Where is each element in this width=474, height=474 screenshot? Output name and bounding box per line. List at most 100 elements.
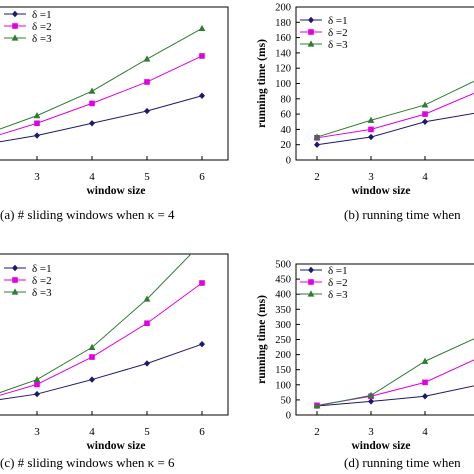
x-tick-label: 3 <box>34 171 40 183</box>
y-tick-label: 200 <box>275 350 291 361</box>
data-point <box>143 295 151 302</box>
x-tick-label: 2 <box>314 426 320 438</box>
legend-label: δ =2 <box>32 21 52 33</box>
legend-marker <box>12 264 18 272</box>
legend-label: δ =1 <box>32 9 52 21</box>
data-point <box>34 120 40 127</box>
legend: δ =1δ =2δ =3 <box>4 263 52 299</box>
x-tick-label: 5 <box>144 171 150 183</box>
data-point <box>34 132 40 139</box>
data-point <box>199 280 205 286</box>
x-axis-label: window size <box>351 185 410 197</box>
x-tick-label: 3 <box>368 426 374 438</box>
legend-label: δ =2 <box>32 275 52 287</box>
legend-marker <box>308 16 314 24</box>
data-point <box>199 340 205 348</box>
legend-label: δ =2 <box>328 277 348 289</box>
legend-marker <box>307 40 315 47</box>
x-tick-label: 4 <box>422 171 428 183</box>
y-tick-label: 50 <box>281 395 292 406</box>
series-line <box>0 282 203 396</box>
series-1 <box>0 340 205 400</box>
series-2 <box>314 359 474 409</box>
data-point <box>368 133 374 141</box>
series-3 <box>0 239 206 394</box>
panel-caption: (b) running time when <box>344 207 461 222</box>
legend-marker <box>12 23 18 29</box>
data-point <box>422 118 428 125</box>
plot-area <box>313 338 474 410</box>
panel-caption: (c) # sliding windows when κ = 6 <box>0 455 175 470</box>
chart-panel-1: 3 4 5 6 window size δ =1δ =2δ =3 (a) # sliding… <box>0 6 229 222</box>
x-tick-label: 3 <box>34 426 40 438</box>
chart-panel-4: 0 50 100 150 200 250 300 350 400 450 500 2 3 4 window … <box>256 260 474 470</box>
y-tick-label: 250 <box>275 335 291 346</box>
data-point <box>368 398 374 405</box>
data-point <box>313 402 321 409</box>
data-point <box>199 92 205 99</box>
series-line <box>0 254 192 394</box>
legend-label: δ =3 <box>32 33 52 45</box>
data-point <box>422 393 428 400</box>
y-axis-label: running time (ms) <box>256 295 268 384</box>
y-tick-label: 80 <box>281 94 292 105</box>
data-point <box>421 357 429 364</box>
data-point <box>89 100 95 107</box>
data-point <box>34 381 40 388</box>
y-tick-label: 100 <box>275 380 291 391</box>
data-point <box>367 391 375 398</box>
data-point <box>198 24 206 32</box>
legend-label: δ =3 <box>328 39 348 51</box>
series-line <box>0 95 203 143</box>
x-tick-label: 6 <box>199 171 205 183</box>
data-point <box>199 239 206 245</box>
series-2 <box>0 280 205 396</box>
y-tick-label: 120 <box>275 64 291 75</box>
plot-frame <box>0 253 229 416</box>
data-point <box>34 390 40 398</box>
data-point <box>33 375 41 383</box>
legend: δ =1δ =2δ =3 <box>4 9 52 45</box>
series-line <box>0 27 203 130</box>
series-3 <box>0 24 206 130</box>
legend: δ =1δ =2δ =3 <box>300 15 348 51</box>
y-tick-label: 500 <box>275 260 291 271</box>
y-axis-label: running time (ms) <box>256 39 268 128</box>
x-tick-label: 2 <box>314 171 320 183</box>
x-tick-label: 4 <box>89 171 95 183</box>
chart-panel-2: 0 20 40 60 80 100 120 140 160 180 200 2 3 4 window siz… <box>256 3 474 222</box>
data-point <box>313 133 321 140</box>
plot-area <box>0 239 206 400</box>
series-3 <box>313 338 474 409</box>
chart-panel-3: 3 4 5 6 window size δ =1δ =2δ =3 (c) # sliding… <box>0 239 229 470</box>
panel-caption: (d) running time when <box>344 455 461 470</box>
y-tick-label: 450 <box>275 275 291 286</box>
legend-label: δ =1 <box>328 15 348 27</box>
y-tick-label: 180 <box>275 18 291 29</box>
legend-marker <box>308 29 314 35</box>
legend-marker <box>12 277 18 283</box>
data-point <box>89 120 95 127</box>
legend: δ =1δ =2δ =3 <box>300 265 348 301</box>
y-tick-label: 200 <box>275 3 291 14</box>
series-1 <box>0 92 205 143</box>
x-tick-label: 5 <box>144 426 150 438</box>
legend-label: δ =2 <box>328 27 348 39</box>
legend-marker <box>12 10 18 18</box>
legend-marker <box>11 288 19 295</box>
data-point <box>314 141 320 148</box>
legend-marker <box>307 290 315 297</box>
x-tick-label: 4 <box>89 426 95 438</box>
legend-label: δ =1 <box>328 265 348 277</box>
legend-marker <box>308 279 314 285</box>
series-3 <box>313 80 474 140</box>
data-point <box>89 354 95 360</box>
series-2 <box>314 92 474 141</box>
x-axis-label: window size <box>86 185 145 197</box>
data-point <box>367 116 375 123</box>
panel-caption: (a) # sliding windows when κ = 4 <box>0 207 175 222</box>
data-point <box>144 360 150 367</box>
data-point <box>88 343 96 350</box>
series-line <box>0 343 203 400</box>
